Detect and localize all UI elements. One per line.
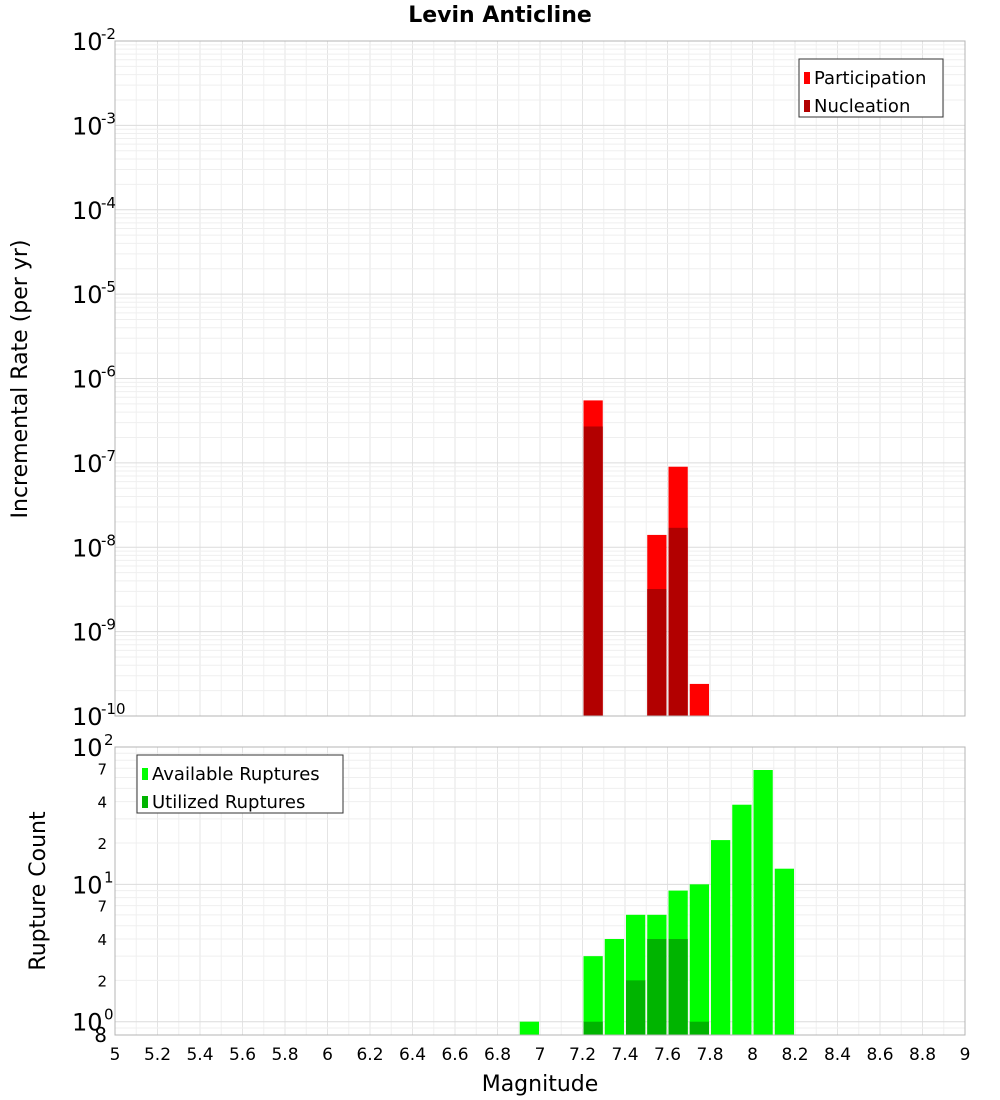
count-y-tick-exponent: 2 [104,731,114,749]
x-tick-label: 6.2 [356,1045,383,1065]
count-bar-available-ruptures [711,840,731,1035]
count-bar-utilized-ruptures [689,1021,709,1035]
x-tick-label: 8.2 [781,1045,808,1065]
count-legend-swatch [142,768,148,780]
rate-y-tick-label: 10 [72,112,103,140]
rate-bar-participation [689,683,709,716]
x-tick-label: 8.6 [866,1045,893,1065]
count-y-minor-label: 2 [97,835,107,853]
count-legend-label: Available Ruptures [152,764,320,785]
x-tick-label: 8.8 [909,1045,936,1065]
count-bar-utilized-ruptures [583,1021,603,1035]
rate-bar-nucleation [583,426,603,716]
x-tick-label: 5.4 [186,1045,213,1065]
count-y-tick-label: 10 [72,734,103,762]
count-y-axis-label: Rupture Count [26,811,51,971]
count-bar-available-ruptures [732,804,752,1035]
x-tick-label: 5 [110,1045,121,1065]
count-y-tick-label: 10 [72,1009,103,1037]
x-tick-label: 7.8 [696,1045,723,1065]
rate-y-tick-exponent: -8 [101,531,116,549]
count-y-minor-label: 7 [97,760,107,778]
count-legend-box [136,754,344,814]
rate-y-tick-label: 10 [72,534,103,562]
rate-y-tick-exponent: -7 [101,447,116,465]
x-tick-label: 5.6 [229,1045,256,1065]
rate-y-tick-label: 10 [72,703,103,731]
x-tick-label: 7.6 [654,1045,681,1065]
rate-y-tick-label: 10 [72,450,103,478]
rate-y-axis-label: Incremental Rate (per yr) [8,240,33,519]
rate-y-tick-label: 10 [72,366,103,394]
count-bar-available-ruptures [604,939,624,1035]
count-legend-label: Utilized Ruptures [152,792,305,813]
x-tick-label: 6.8 [484,1045,511,1065]
rate-legend-swatch [804,72,810,84]
x-tick-label: 5.8 [271,1045,298,1065]
x-tick-label: 9 [960,1045,971,1065]
rate-y-tick-label: 10 [72,197,103,225]
rate-bar-nucleation [647,589,667,716]
count-legend-swatch [142,796,148,808]
count-bar-available-ruptures [774,868,794,1035]
count-bar-available-ruptures [583,956,603,1035]
count-y-minor-label: 7 [97,898,107,916]
count-y-minor-label: 2 [97,972,107,990]
rate-legend-swatch [804,100,810,112]
rate-y-tick-exponent: -2 [101,25,116,43]
count-y-tick-exponent: 1 [104,868,114,886]
x-axis-label: Magnitude [482,1072,599,1097]
rate-y-tick-label: 10 [72,281,103,309]
count-bar-utilized-ruptures [626,980,646,1035]
rate-y-tick-label: 10 [72,619,103,647]
count-bar-utilized-ruptures [647,939,667,1035]
rate-y-tick-label: 10 [72,28,103,56]
x-tick-label: 8.4 [824,1045,851,1065]
x-tick-label: 7.2 [569,1045,596,1065]
rate-y-tick-exponent: -5 [101,278,116,296]
x-tick-label: 6 [322,1045,333,1065]
rate-bar-nucleation [668,527,688,716]
rate-legend-box [798,58,944,118]
count-y-tick-label: 10 [72,871,103,899]
count-y-minor-label: 8 [94,1023,107,1047]
rate-y-tick-exponent: -6 [101,363,116,381]
x-tick-label: 6.4 [399,1045,426,1065]
x-tick-label: 5.2 [144,1045,171,1065]
rate-y-tick-exponent: -9 [101,616,116,634]
rate-legend-label: Participation [814,68,926,89]
count-bar-available-ruptures [753,770,773,1035]
x-tick-label: 7 [535,1045,546,1065]
count-bar-available-ruptures [519,1021,539,1035]
count-bar-utilized-ruptures [668,939,688,1035]
rate-plot-border [114,40,966,717]
x-tick-label: 6.6 [441,1045,468,1065]
rate-y-tick-exponent: -3 [101,109,116,127]
count-y-minor-label: 4 [97,794,107,812]
x-tick-label: 7.4 [611,1045,638,1065]
rate-legend-label: Nucleation [814,96,910,117]
count-y-tick-exponent: 0 [104,1006,114,1024]
count-plot-border [114,746,966,1036]
rate-plot-panel: 10-1010-910-810-710-610-510-410-310-2Par… [72,25,966,731]
count-bar-available-ruptures [689,884,709,1035]
rate-y-tick-exponent: -10 [101,700,126,718]
rate-y-tick-exponent: -4 [101,194,116,212]
chart-title: Levin Anticline [408,3,592,28]
x-tick-label: 8 [747,1045,758,1065]
count-y-minor-label: 4 [97,931,107,949]
